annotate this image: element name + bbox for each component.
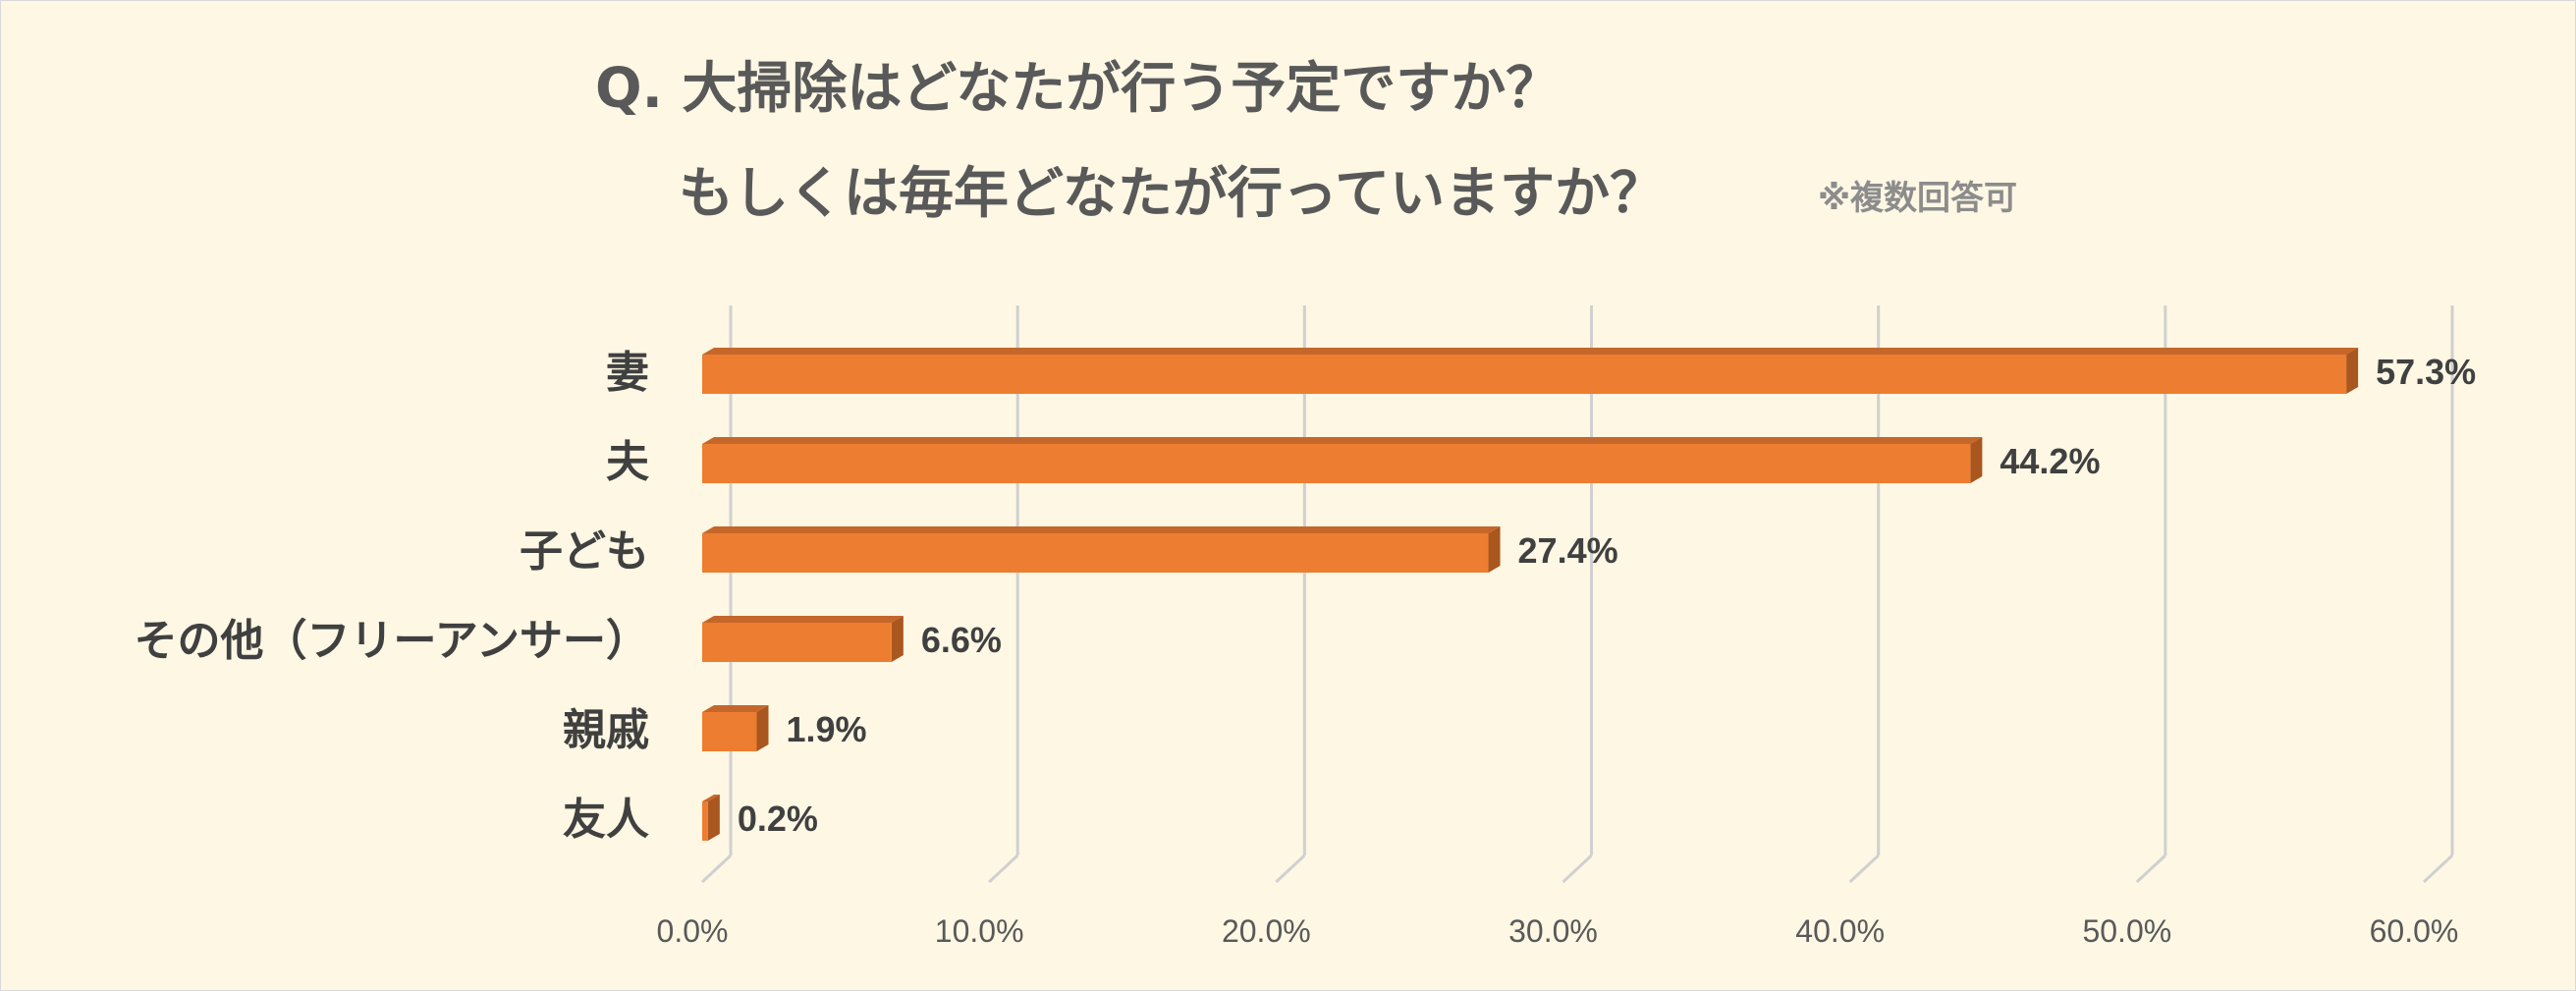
value-label: 57.3%: [2376, 352, 2476, 392]
bars: [702, 348, 2359, 841]
category-label: その他（フリーアンサー）: [135, 616, 649, 666]
chart-note: ※複数回答可: [1818, 179, 2017, 218]
chart-title-line-2: もしくは毎年どなたが行っていますか？: [679, 162, 1665, 226]
gridline-floor: [1562, 853, 1593, 884]
gridline-floor: [1848, 853, 1880, 884]
bar: [702, 444, 1971, 483]
bar-side-face: [1970, 437, 1983, 483]
x-tick-label: 40.0%: [1795, 913, 1885, 949]
value-label: 6.6%: [921, 620, 1002, 660]
bar-side-face: [891, 616, 904, 662]
gridline-floor: [2422, 853, 2454, 884]
x-tick-label: 20.0%: [1222, 913, 1311, 949]
bar-side-face: [756, 705, 769, 751]
bar-side-face: [707, 795, 720, 841]
bar: [702, 533, 1489, 573]
gridlines: [700, 305, 2454, 884]
category-label: 夫: [606, 437, 650, 487]
x-tick-label: 50.0%: [2082, 913, 2171, 949]
value-label: 0.2%: [738, 798, 818, 839]
bar: [702, 623, 892, 662]
x-tick-label: 0.0%: [657, 913, 729, 949]
gridline-floor: [988, 853, 1019, 884]
bar-top-face: [702, 348, 2359, 355]
bar: [702, 355, 2347, 394]
bar-top-face: [702, 616, 904, 623]
bar-top-face: [702, 705, 769, 712]
bar-top-face: [702, 526, 1501, 533]
value-label: 1.9%: [787, 709, 867, 749]
bar: [702, 801, 708, 841]
x-tick-label: 60.0%: [2370, 913, 2459, 949]
x-tick-label: 10.0%: [935, 913, 1024, 949]
x-tick-label: 30.0%: [1508, 913, 1598, 949]
gridline-floor: [700, 853, 733, 884]
value-label: 44.2%: [2000, 441, 2100, 481]
category-label: 妻: [606, 348, 649, 398]
gridline-floor: [2135, 853, 2166, 884]
bar: [702, 712, 757, 751]
labels: 0.0% 10.0% 20.0% 30.0% 40.0% 50.0% 60.0% 妻 57.3%…: [135, 348, 2477, 949]
gridline-floor: [1275, 853, 1306, 884]
category-label: 親戚: [563, 705, 649, 755]
category-label: 友人: [563, 795, 649, 845]
bar-side-face: [1488, 526, 1501, 573]
bar-side-face: [2346, 348, 2359, 394]
category-label: 子ども: [520, 526, 649, 577]
bar-top-face: [702, 795, 720, 801]
value-label: 27.4%: [1518, 530, 1618, 571]
chart-title-line-1: Q. 大掃除はどなたが行う予定ですか？: [595, 57, 1561, 121]
bar-top-face: [702, 437, 1983, 444]
